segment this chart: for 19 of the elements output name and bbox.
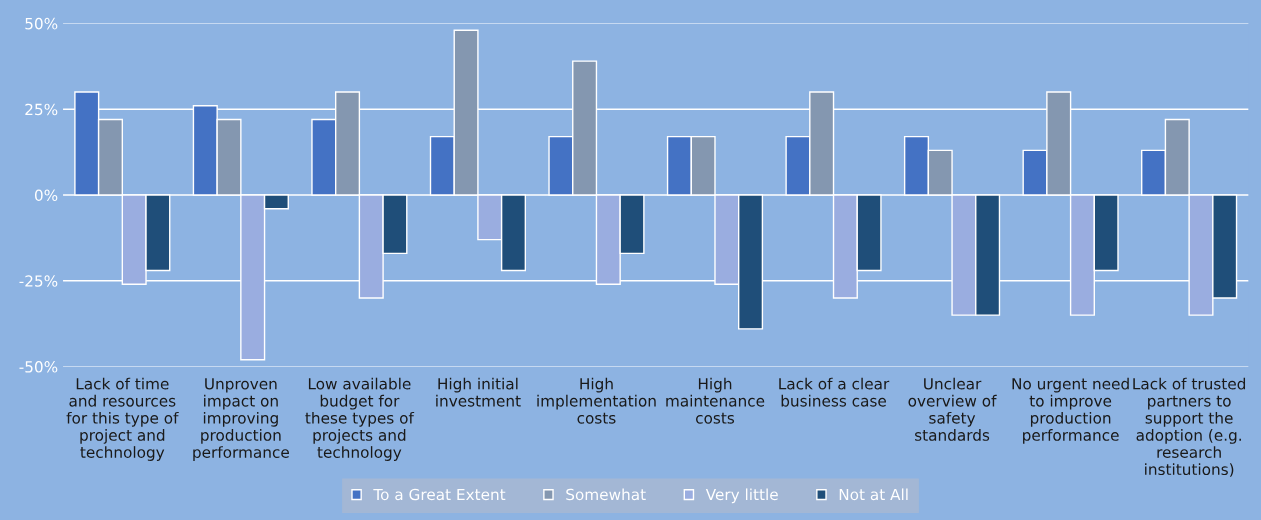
x-tick-label: High initial investment xyxy=(436,377,521,407)
x-tick-label: Unproven impact on improving production performance xyxy=(193,378,289,461)
y-tick-label: 50% xyxy=(25,17,58,30)
y-tick-label: -25% xyxy=(19,275,58,287)
x-tick-label: Lack of trusted partners to support the adoption (e.g. research institutions) xyxy=(1133,377,1246,477)
x-tick-label: Lack of time and resources for this type of project and technology xyxy=(66,377,179,461)
y-tick-label: -50% xyxy=(19,361,58,373)
y-tick-label: 25% xyxy=(25,103,58,116)
legend-label: Very little xyxy=(705,488,778,504)
x-tick-label: Unclear overview of safety standards xyxy=(908,377,997,441)
legend-label: Not at All xyxy=(839,488,908,501)
x-tick-label: Low available budget for these types of projects and technology xyxy=(305,377,415,461)
legend-label: To a Great Extent xyxy=(373,488,506,501)
x-tick-label: Lack of a clear business case xyxy=(779,377,890,407)
legend-label: Somewhat xyxy=(566,488,646,501)
x-tick-label: High implementation costs xyxy=(537,377,656,424)
x-tick-label: No urgent need to improve production performance xyxy=(1012,377,1129,444)
y-tick-label: 0% xyxy=(34,189,58,202)
x-tick-label: High maintenance costs xyxy=(666,377,765,424)
